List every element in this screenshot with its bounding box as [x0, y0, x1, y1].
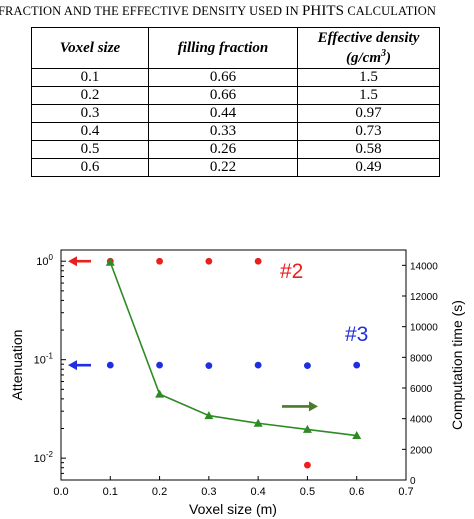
y-tick-label: 100 — [36, 253, 53, 268]
y-right-tick-label: 8000 — [410, 353, 433, 364]
x-tick-label: 0.1 — [103, 486, 118, 498]
annotation-2: #2 — [280, 260, 303, 283]
data-point-blue — [205, 362, 213, 370]
header-unit-prefix: (g/cm — [346, 50, 381, 66]
header-filling-fraction: filling fraction — [148, 27, 298, 69]
y-right-tick-label: 4000 — [410, 415, 433, 426]
data-point-blue — [106, 361, 114, 369]
data-point-triangle — [155, 389, 165, 398]
y-tick-base: 10 — [34, 453, 46, 465]
x-tick-label: 0.4 — [250, 486, 265, 498]
header-effective-density: Effective density (g/cm3) — [297, 27, 440, 69]
table-caption: FRACTION AND THE EFFECTIVE DENSITY USED … — [0, 3, 472, 20]
voxel-table: Voxel size filling fraction Effective de… — [31, 27, 440, 177]
table-row: 0.3 0.44 0.97 — [31, 104, 440, 123]
header-voxel-size: Voxel size — [31, 27, 149, 69]
data-point-red — [205, 257, 213, 265]
x-axis-ticks: 0.0 0.1 0.2 0.3 0.4 0.5 0.6 0.7 — [53, 476, 414, 498]
header-density-unit: (g/cm3) — [346, 48, 391, 66]
y-right-axis-ticks: 0 2000 4000 6000 8000 10000 12000 14000 — [402, 261, 438, 487]
arrow-blue-head — [68, 360, 77, 371]
y-tick-exponent: 0 — [49, 253, 54, 262]
data-point-blue — [353, 361, 361, 369]
table-cell: 0.66 — [148, 86, 298, 105]
x-tick-label: 0.7 — [398, 486, 413, 498]
table-cell: 0.49 — [297, 158, 440, 177]
table-cell: 0.97 — [297, 104, 440, 123]
y-right-tick-label: 14000 — [410, 261, 438, 272]
series-line-computation-time — [109, 261, 357, 437]
chart-arrows — [68, 256, 318, 412]
table-cell: 0.58 — [297, 140, 440, 159]
y-right-tick-label: 6000 — [410, 384, 433, 395]
data-point-red — [304, 461, 311, 469]
y-right-axis-label: Computation time (s) — [449, 300, 465, 430]
data-point-triangle — [105, 257, 115, 266]
table-cell: 0.2 — [31, 86, 149, 105]
y-right-tick-label: 0 — [410, 476, 416, 487]
table-cell: 0.5 — [31, 140, 149, 159]
plot-frame — [60, 249, 407, 481]
table-header-row: Voxel size filling fraction Effective de… — [31, 27, 440, 69]
table-row: 0.6 0.22 0.49 — [31, 158, 440, 177]
y-right-tick-label: 2000 — [410, 445, 433, 456]
table-cell: 1.5 — [297, 68, 440, 87]
data-point-red — [254, 257, 262, 265]
table-cell: 0.73 — [297, 122, 440, 141]
y-right-tick-label: 10000 — [410, 323, 438, 334]
table-cell: 0.4 — [31, 122, 149, 141]
table-cell: 0.1 — [31, 68, 149, 87]
data-point-blue — [156, 361, 163, 369]
x-tick-label: 0.2 — [152, 486, 167, 498]
header-unit-suffix: ) — [386, 50, 391, 66]
data-point-triangle — [352, 431, 362, 440]
arrow-green-head — [309, 401, 318, 412]
table-cell: 1.5 — [297, 86, 440, 105]
x-axis-label: Voxel size (m) — [189, 501, 277, 517]
x-tick-label: 0.3 — [201, 486, 216, 498]
y-tick-label: 10-2 — [34, 450, 54, 465]
x-tick-label: 0.0 — [53, 486, 68, 498]
chart-series — [105, 257, 362, 469]
x-tick-label: 0.5 — [300, 486, 315, 498]
table-cell: 0.66 — [148, 68, 298, 87]
table-row: 0.5 0.26 0.58 — [31, 140, 440, 159]
arrow-red-head — [68, 256, 77, 267]
y-tick-base: 10 — [36, 256, 48, 268]
y-axis-label: Attenuation — [9, 330, 25, 401]
table-cell: 0.26 — [148, 140, 298, 159]
header-unit-exp: 3 — [381, 48, 386, 59]
table-cell: 0.44 — [148, 104, 298, 123]
header-effective-density-line1: Effective density — [317, 30, 420, 46]
table-cell: 0.3 — [31, 104, 149, 123]
x-tick-label: 0.6 — [349, 486, 364, 498]
caption-prefix: FRACTION AND THE EFFECTIVE DENSITY USED … — [0, 4, 302, 18]
data-point-blue — [304, 362, 311, 370]
data-point-triangle — [253, 418, 263, 427]
data-point-triangle — [302, 424, 312, 433]
y-right-tick-label: 12000 — [410, 292, 438, 303]
y-tick-label: 10-1 — [34, 352, 54, 367]
data-point-triangle — [204, 411, 214, 420]
table-row: 0.1 0.66 1.5 — [31, 68, 440, 87]
table-cell: 0.6 — [31, 158, 149, 177]
y-tick-exponent: -1 — [46, 352, 54, 361]
caption-suffix: CALCULATION — [344, 4, 436, 18]
annotation-3: #3 — [345, 323, 368, 346]
data-point-red — [156, 257, 163, 265]
table-cell: 0.33 — [148, 122, 298, 141]
table-row: 0.2 0.66 1.5 — [31, 86, 440, 105]
y-tick-base: 10 — [34, 355, 46, 367]
table-cell: 0.22 — [148, 158, 298, 177]
table-row: 0.4 0.33 0.73 — [31, 122, 440, 141]
y-tick-exponent: -2 — [46, 450, 54, 459]
data-point-blue — [254, 361, 262, 369]
caption-phits: PHITS — [301, 3, 345, 19]
